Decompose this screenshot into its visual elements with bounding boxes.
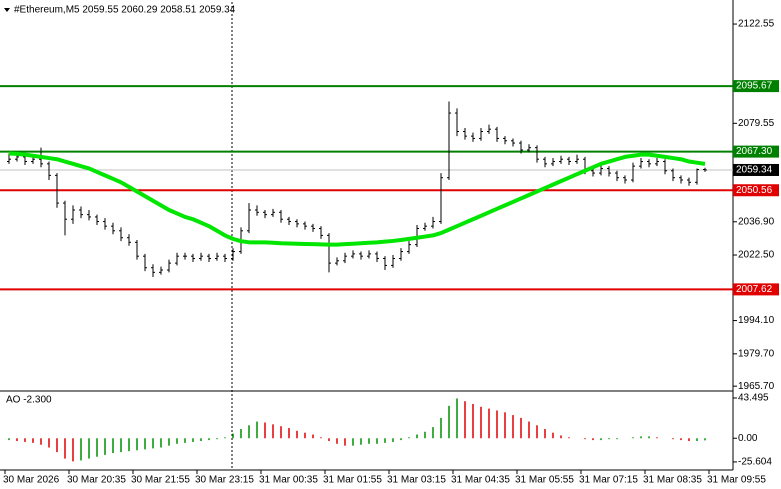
y-tick-label: 1979.70 (738, 348, 775, 359)
y-tick-label: 2079.55 (738, 118, 775, 129)
ao-title: AO -2.300 (6, 395, 52, 406)
menu-arrow (4, 8, 10, 12)
level-label-box (733, 80, 779, 93)
level-label: 2095.67 (736, 81, 773, 92)
x-tick-label: 30 Mar 20:35 (67, 475, 126, 486)
x-tick-label: 31 Mar 07:15 (579, 475, 638, 486)
x-tick-label: 31 Mar 03:15 (387, 475, 446, 486)
x-tick-label: 30 Mar 2026 (3, 475, 60, 486)
level-label: 2067.30 (736, 146, 773, 157)
level-label: 2050.56 (736, 185, 773, 196)
ao-tick-label: 43.495 (738, 393, 769, 404)
level-label-box (733, 283, 779, 296)
x-tick-label: 31 Mar 05:55 (515, 475, 574, 486)
x-tick-label: 31 Mar 00:35 (259, 475, 318, 486)
current-price-label: 2059.34 (736, 165, 773, 176)
x-tick-label: 31 Mar 04:35 (451, 475, 510, 486)
level-label: 2007.62 (736, 284, 773, 295)
ao-tick-label: -25.604 (738, 457, 772, 468)
y-tick-label: 2122.55 (738, 19, 775, 30)
x-tick-label: 31 Mar 09:55 (707, 475, 766, 486)
y-tick-label: 2036.90 (738, 216, 775, 227)
x-tick-label: 31 Mar 08:35 (643, 475, 702, 486)
level-label-box (733, 145, 779, 158)
x-tick-label: 31 Mar 01:55 (323, 475, 382, 486)
chart-title: #Ethereum,M5 2059.55 2060.29 2058.51 205… (14, 5, 236, 16)
x-tick-label: 30 Mar 21:55 (131, 475, 190, 486)
level-label-box (733, 184, 779, 197)
y-tick-label: 2022.50 (738, 250, 775, 261)
y-tick-label: 1965.70 (738, 381, 775, 392)
y-tick-label: 1994.10 (738, 315, 775, 326)
moving-average (8, 151, 706, 247)
x-tick-label: 30 Mar 23:15 (195, 475, 254, 486)
current-price-box (733, 163, 779, 176)
ao-tick-label: 0.00 (738, 433, 758, 444)
